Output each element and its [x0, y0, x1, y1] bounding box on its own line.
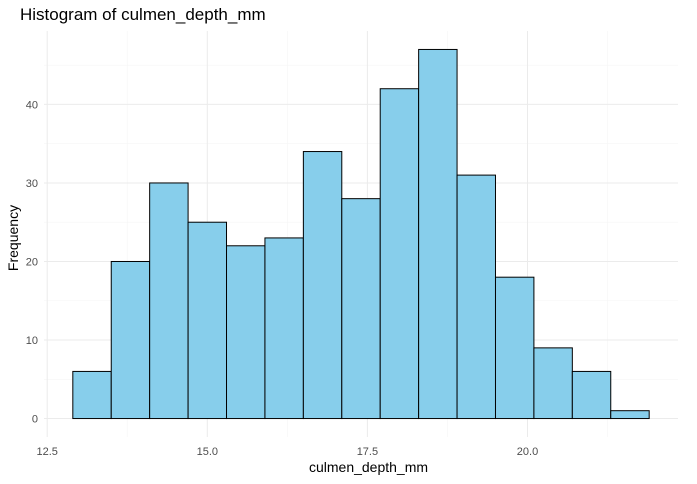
histogram-bar	[226, 245, 266, 420]
y-tick-label: 40	[26, 99, 38, 111]
x-tick-label: 20.0	[517, 446, 538, 458]
histogram-bar	[187, 221, 228, 420]
x-tick-label: 17.5	[357, 446, 378, 458]
y-axis-title: Frequency	[5, 204, 21, 272]
histogram-bar	[264, 237, 304, 420]
y-tick-label: 0	[32, 414, 38, 426]
x-tick-label: 15.0	[197, 446, 218, 458]
y-tick-label: 20	[26, 256, 38, 268]
histogram-bar	[610, 410, 650, 420]
histogram-bar	[571, 370, 612, 420]
y-tick-label: 10	[26, 335, 38, 347]
histogram-bar	[302, 151, 343, 420]
y-tick-label: 30	[26, 178, 38, 190]
histogram-bar	[533, 347, 573, 420]
histogram-bar	[494, 276, 535, 420]
tick-labels-layer: 12.5 15.0 17.5 20.0 0 10 20 30 40	[26, 99, 538, 458]
bars-layer	[72, 48, 650, 420]
chart-title: Histogram of culmen_depth_mm	[20, 5, 266, 24]
histogram-bar	[149, 182, 189, 420]
x-axis-title: culmen_depth_mm	[308, 459, 429, 475]
histogram-bar	[341, 198, 381, 420]
histogram-bar	[72, 370, 112, 420]
histogram-bar	[379, 88, 420, 420]
histogram-bar	[110, 260, 151, 420]
histogram-bar	[418, 48, 458, 420]
x-tick-label: 12.5	[36, 446, 57, 458]
histogram-bar	[456, 174, 496, 420]
